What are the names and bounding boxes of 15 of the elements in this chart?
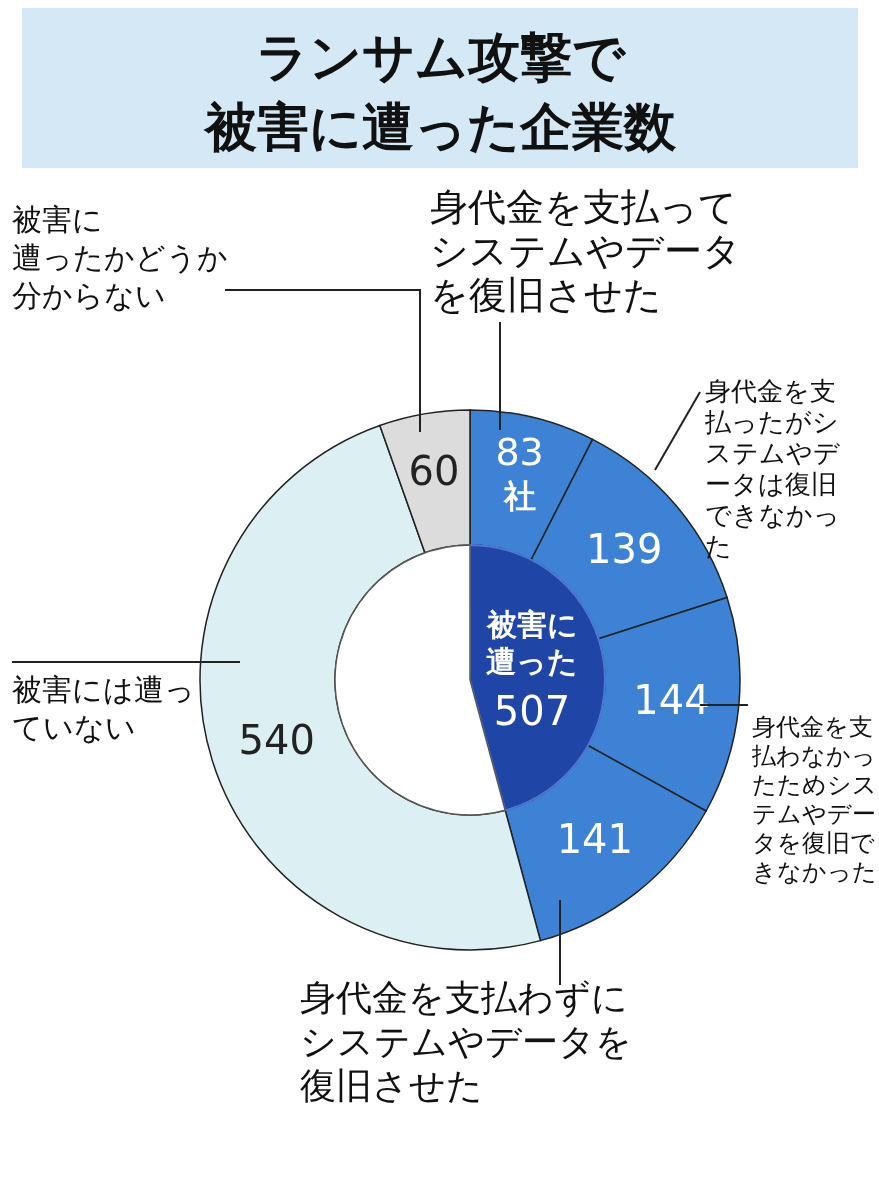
slice-label: 被害に遭ったかどうか分からない [12, 202, 228, 313]
data-label: 144 [633, 676, 710, 723]
slice-label: 身代金を支払ってシステムやデータを復旧させた [430, 185, 741, 317]
data-label: 141 [556, 816, 633, 863]
slice-label: 被害には遭っていない [12, 672, 195, 745]
slice-label: 身代金を支払わずにシステムやデータを復旧させた [300, 977, 632, 1106]
slice-label: 身代金を支払わなかったためシステムやデータを復旧できなかった [751, 713, 877, 886]
data-label: 540 [238, 717, 315, 764]
slice-label: 身代金を支払ったがシステムやデータは復旧できなかった [704, 376, 840, 561]
chart-title: ランサム攻撃で被害に遭った企業数 [202, 27, 677, 157]
data-label: 507 [493, 688, 571, 734]
slice-label: 被害に遭った [484, 607, 578, 679]
data-label: 83社 [495, 430, 544, 516]
data-label: 60 [408, 447, 460, 494]
data-label: 139 [586, 525, 663, 572]
